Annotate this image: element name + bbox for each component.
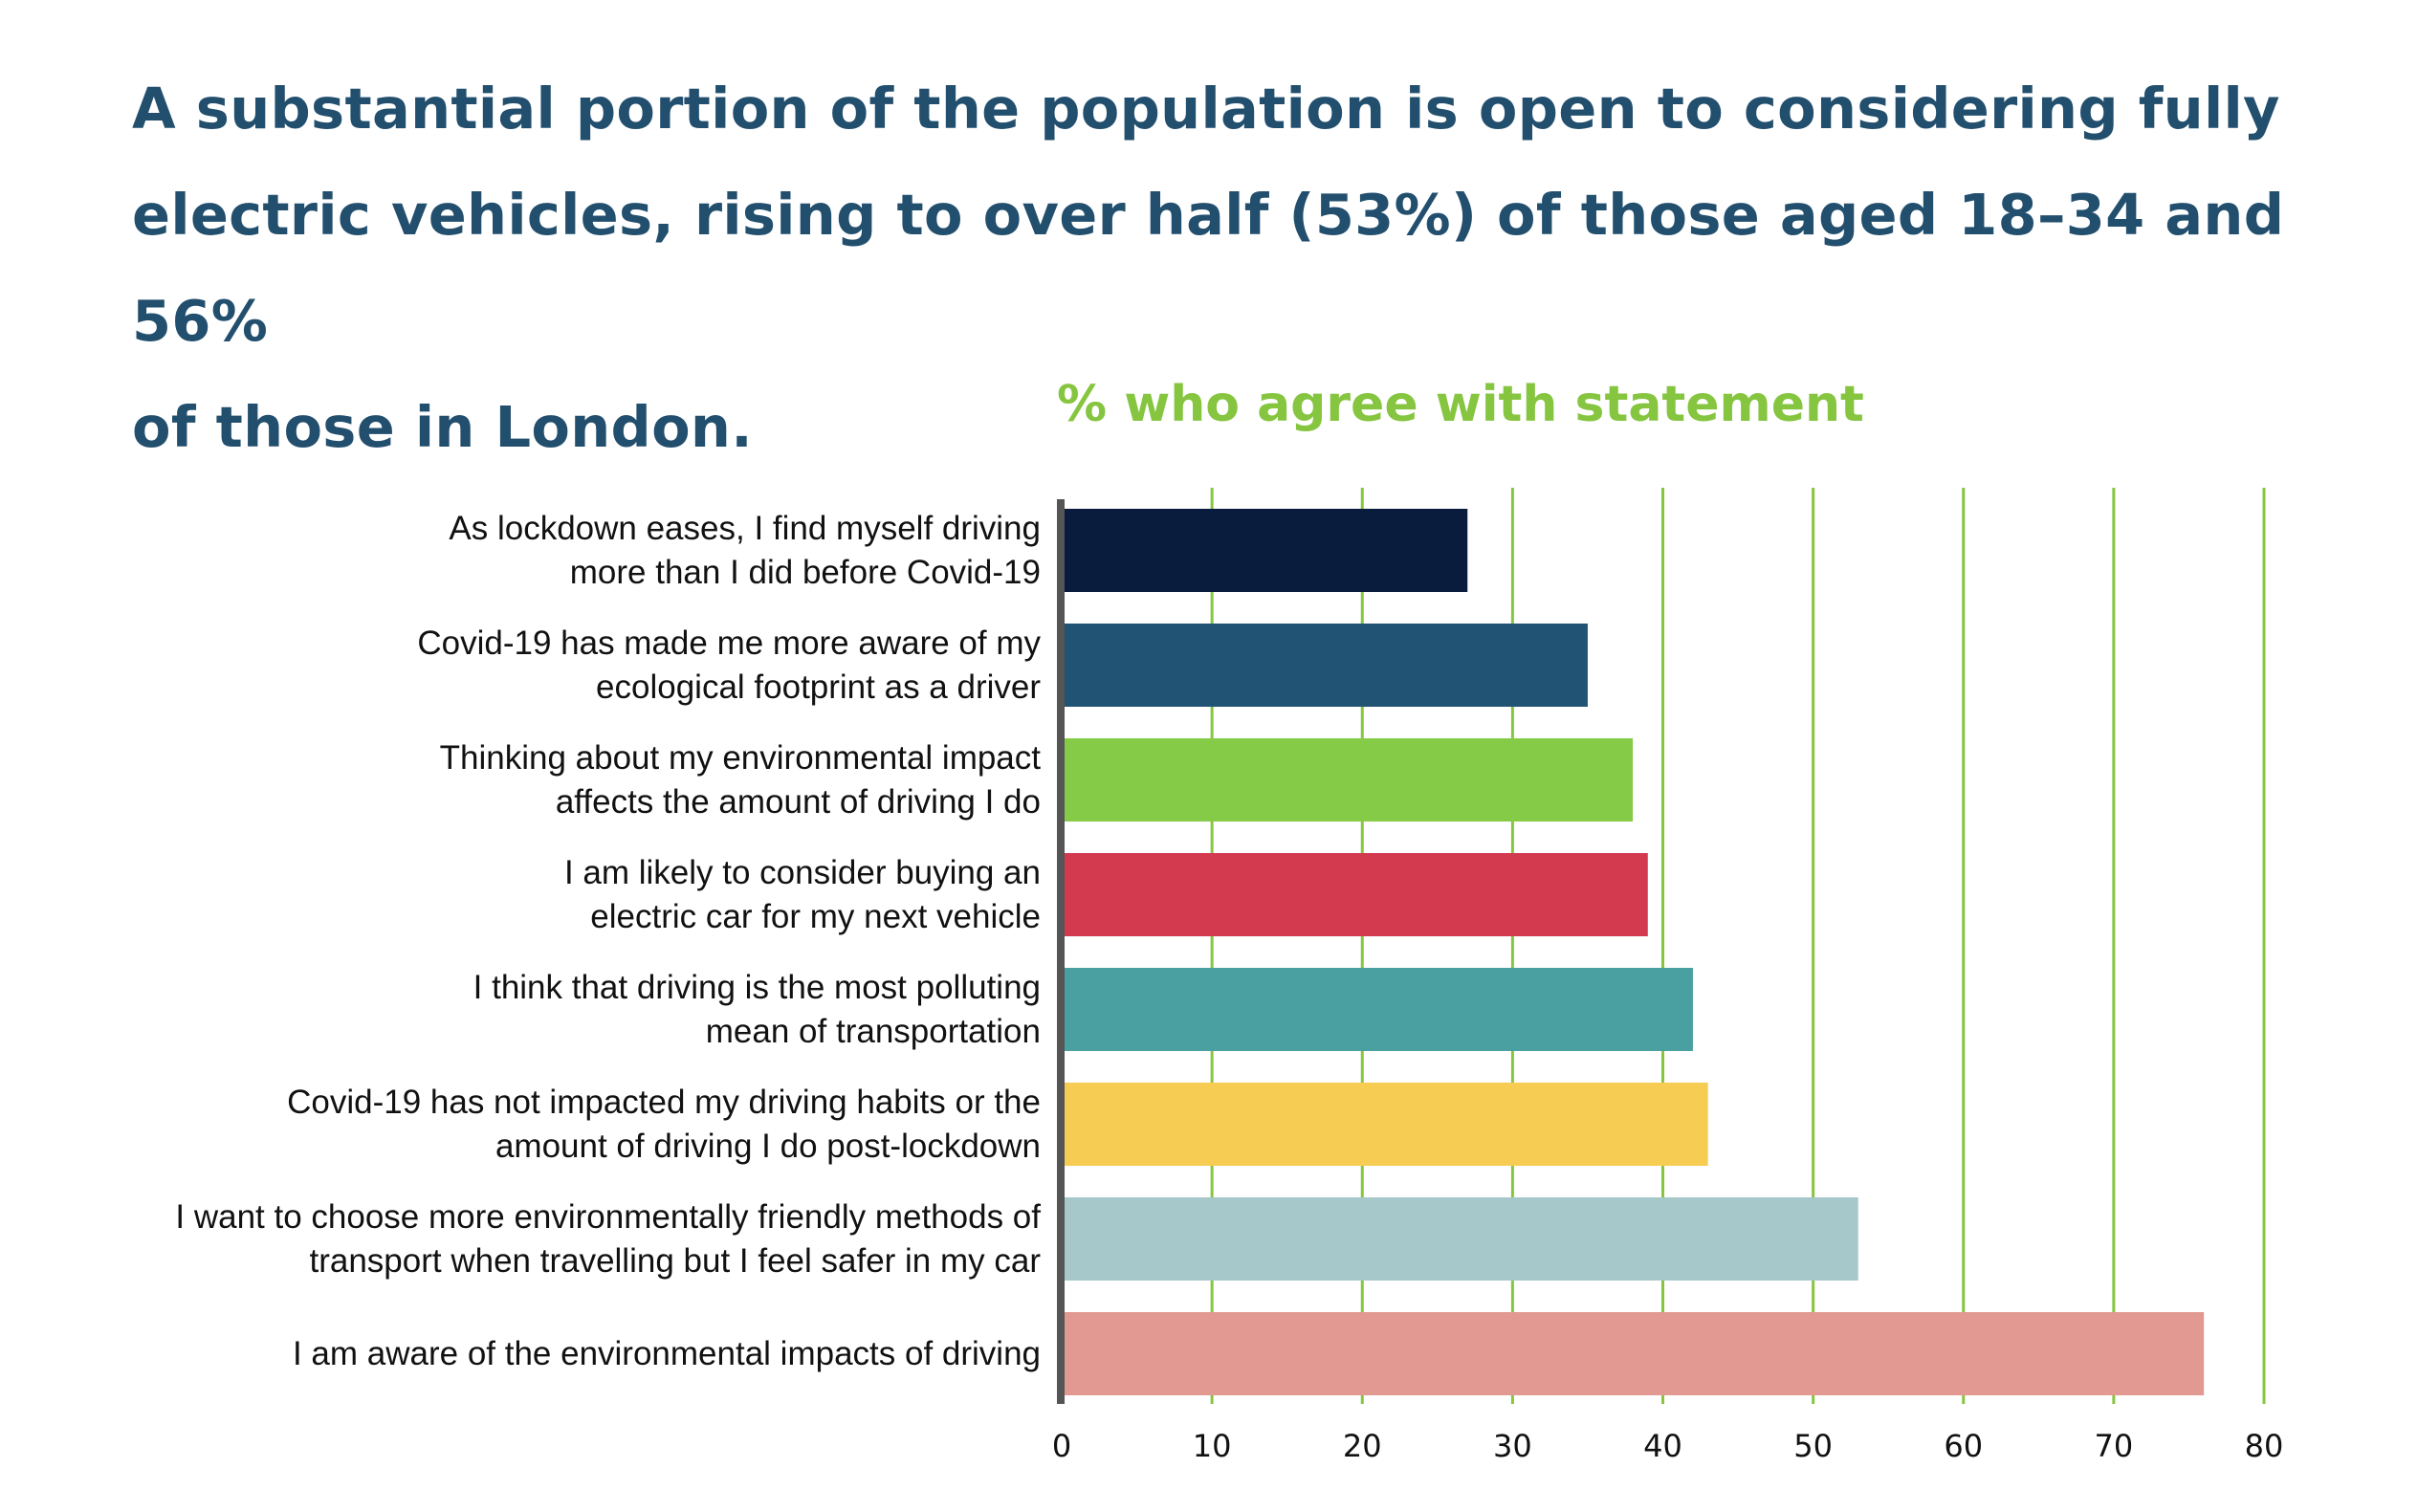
category-labels: As lockdown eases, I find myself driving… <box>175 510 1041 1372</box>
category-label-7-line-1: I want to choose more environmentally fr… <box>175 1198 1041 1236</box>
x-axis-ticks: 0 10 20 30 40 50 60 70 80 <box>1052 1428 2284 1464</box>
x-tick-label-80: 80 <box>2245 1428 2284 1464</box>
bar-2 <box>1062 624 1588 707</box>
category-label-2-line-2: ecological footprint as a driver <box>596 668 1041 706</box>
bar-6 <box>1062 1083 1708 1166</box>
x-tick-label-0: 0 <box>1052 1428 1071 1464</box>
category-label-3-line-1: Thinking about my environmental impact <box>440 739 1042 777</box>
category-label-1-line-1: As lockdown eases, I find myself driving <box>449 510 1041 547</box>
category-label-8-line-1: I am aware of the environmental impacts … <box>293 1335 1041 1372</box>
x-tick-label-30: 30 <box>1493 1428 1532 1464</box>
category-label-5-line-2: mean of transportation <box>706 1013 1041 1050</box>
category-label-6-line-1: Covid-19 has not impacted my driving hab… <box>287 1084 1041 1121</box>
bar-8 <box>1062 1312 2205 1395</box>
category-label-4-line-2: electric car for my next vehicle <box>590 898 1041 935</box>
chart-title: % who agree with statement <box>1057 376 1864 433</box>
bar-7 <box>1062 1197 1858 1281</box>
x-tick-label-50: 50 <box>1793 1428 1833 1464</box>
headline: A substantial portion of the population … <box>132 55 2332 480</box>
x-tick-label-10: 10 <box>1193 1428 1232 1464</box>
bars <box>1062 509 2205 1395</box>
category-label-2-line-1: Covid-19 has made me more aware of my <box>417 625 1041 662</box>
category-label-5-line-1: I think that driving is the most polluti… <box>473 969 1041 1006</box>
x-tick-label-20: 20 <box>1343 1428 1382 1464</box>
x-tick-label-40: 40 <box>1643 1428 1682 1464</box>
bar-1 <box>1062 509 1468 592</box>
x-tick-label-60: 60 <box>1944 1428 1983 1464</box>
bar-5 <box>1062 968 1693 1051</box>
bar-4 <box>1062 853 1648 936</box>
category-label-3-line-2: affects the amount of driving I do <box>556 783 1041 821</box>
headline-line-3: of those in London. <box>132 394 753 460</box>
x-tick-label-70: 70 <box>2095 1428 2134 1464</box>
category-label-7-line-2: transport when travelling but I feel saf… <box>309 1242 1041 1280</box>
headline-line-2: electric vehicles, rising to over half (… <box>132 182 2285 354</box>
category-label-4-line-1: I am likely to consider buying an <box>564 854 1041 891</box>
category-label-1-line-2: more than I did before Covid-19 <box>570 554 1041 591</box>
bar-3 <box>1062 738 1634 822</box>
category-label-6-line-2: amount of driving I do post-lockdown <box>495 1128 1041 1165</box>
headline-line-1: A substantial portion of the population … <box>132 76 2280 142</box>
